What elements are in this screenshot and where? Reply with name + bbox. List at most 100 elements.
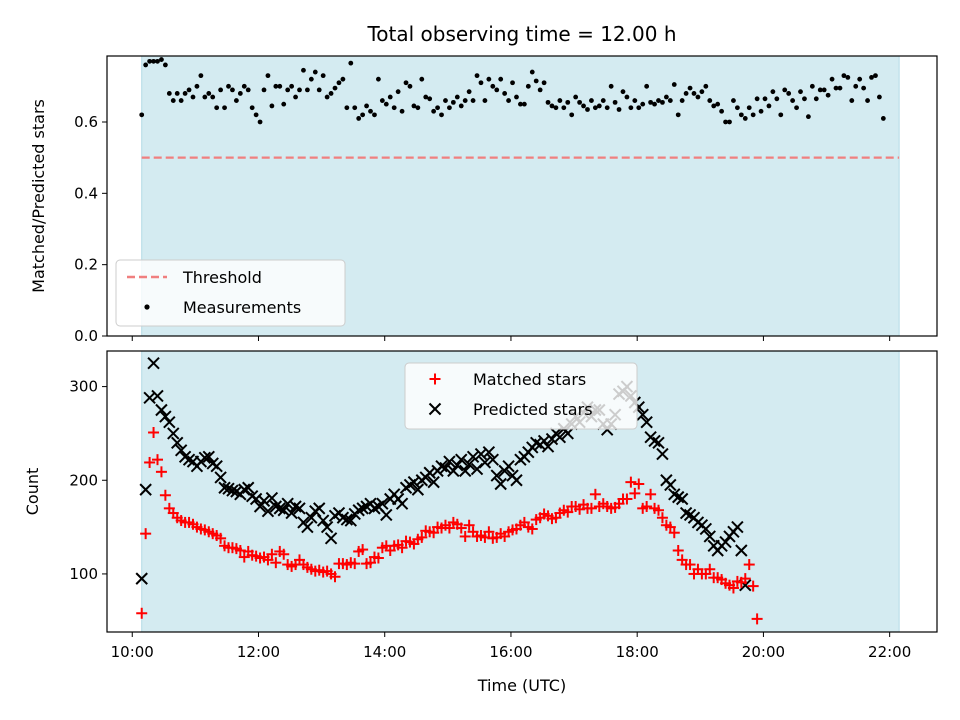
ratio-panel-frame (106, 55, 938, 337)
matched-star-point (278, 548, 290, 560)
measurement-point (719, 108, 725, 114)
measurement-point (214, 105, 220, 111)
measurement-point (447, 105, 452, 111)
matched-star-point (372, 552, 384, 564)
matched-star-point (151, 454, 163, 466)
measurement-point (395, 89, 401, 95)
predicted-star-point (261, 504, 275, 518)
legend-measurements-label: Measurements (183, 298, 301, 317)
measurement-point (821, 87, 827, 93)
predicted-star-point (656, 447, 669, 461)
measurement-point (368, 108, 373, 114)
measurement-point (261, 87, 267, 93)
matched-star-point (266, 548, 278, 560)
matched-star-point (459, 530, 471, 542)
matched-star-point (672, 545, 684, 557)
measurement-point (431, 108, 437, 114)
measurement-point (143, 62, 149, 68)
measurement-point (372, 112, 377, 118)
predicted-star-point (478, 456, 492, 469)
x-tick-label: 22:00 (868, 643, 911, 661)
measurement-point (454, 94, 460, 100)
measurement-point (656, 98, 661, 103)
measurement-point (723, 119, 728, 125)
measurement-point (273, 83, 279, 89)
predicted-star-point (198, 451, 212, 464)
measurement-point (561, 105, 567, 111)
measurement-point (675, 112, 681, 118)
measurement-point (727, 119, 732, 125)
measurement-point (403, 80, 409, 86)
measurement-point (691, 91, 697, 96)
measurement-point (616, 107, 622, 112)
matched-star-point (329, 571, 341, 583)
ratio-legend: Threshold Measurements (115, 259, 346, 327)
measurement-point (159, 57, 164, 62)
predicted-star-point (664, 478, 677, 492)
matched-star-point (704, 563, 716, 575)
measurement-point (624, 94, 630, 100)
measurement-point (549, 103, 555, 109)
measurement-point (308, 76, 314, 82)
measurement-point (450, 99, 456, 105)
predicted-star-point (462, 458, 476, 471)
predicted-star-point (171, 436, 184, 450)
predicted-star-point (703, 530, 716, 543)
measurement-point (778, 112, 784, 118)
measurement-point (608, 83, 614, 89)
measurement-point (328, 91, 334, 96)
matched-star-point (262, 554, 274, 566)
predicted-star-point (411, 483, 425, 496)
count-panel: 100 200 300 10:00 12:00 14:00 16:00 18:00 20:00… (23, 350, 938, 695)
predicted-star-point (439, 461, 452, 475)
y-tick-label: 0.6 (74, 113, 98, 131)
measurement-point (170, 98, 176, 103)
measurement-point (766, 103, 772, 109)
measurement-point (230, 87, 235, 93)
measurement-point (407, 83, 413, 89)
matched-star-point (215, 532, 227, 544)
matched-star-point (629, 487, 641, 499)
measurement-point (226, 83, 231, 89)
measurement-point (443, 98, 448, 103)
measurement-point (344, 105, 350, 111)
measurement-point (155, 58, 160, 64)
measurement-point (790, 98, 796, 103)
measurement-point (873, 73, 878, 79)
measurement-point (581, 103, 586, 109)
measurement-point (494, 87, 500, 93)
matched-star-point (743, 559, 755, 571)
predicted-star-point (344, 514, 357, 527)
measurement-point (293, 94, 298, 100)
predicted-star-point (257, 494, 271, 508)
measurement-point (340, 76, 346, 82)
count-legend: Matched stars Predicted stars (404, 362, 638, 430)
measurement-point (269, 103, 275, 109)
matched-star-point (159, 489, 171, 501)
measurement-point (644, 83, 650, 89)
predicted-star-point (159, 410, 172, 423)
measurement-point (387, 94, 393, 100)
predicted-star-point (458, 464, 472, 478)
matched-star-point (562, 506, 574, 518)
measurement-point (707, 98, 713, 103)
x-axis-label: Time (UTC) (477, 676, 566, 695)
measurement-point (533, 78, 539, 84)
measurement-point (857, 76, 863, 82)
measurement-point (415, 105, 421, 111)
predicted-star-point (648, 434, 661, 448)
predicted-star-point (699, 522, 713, 536)
measurement-point (794, 105, 799, 111)
predicted-star-point (214, 471, 227, 484)
legend-matched-swatch (429, 373, 441, 385)
measurement-point (285, 87, 291, 93)
measurement-point (166, 91, 172, 96)
predicted-star-point (139, 483, 152, 496)
measurement-point (376, 76, 381, 82)
matched-star-point (625, 476, 637, 488)
predicted-star-point (316, 514, 330, 527)
measurement-point (589, 98, 594, 103)
matched-star-point (148, 426, 160, 438)
measurement-point (731, 98, 736, 103)
measurement-point (585, 107, 590, 112)
